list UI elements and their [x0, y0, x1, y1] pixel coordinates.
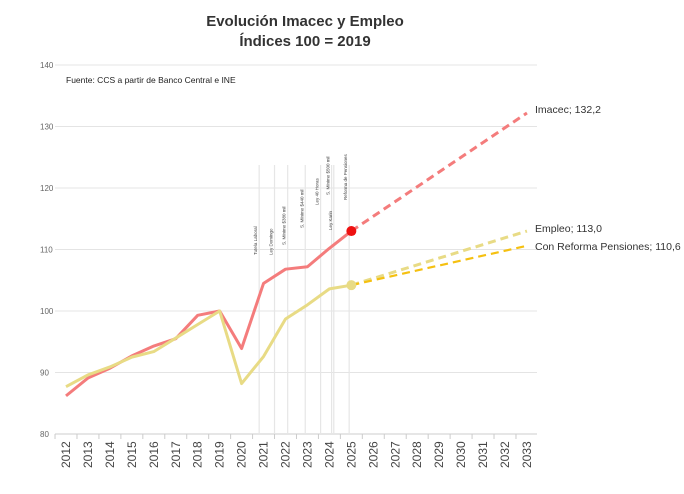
source-note: Fuente: CCS a partir de Banco Central e … [66, 75, 236, 85]
x-tick-label: 2016 [147, 441, 161, 468]
x-tick-label: 2024 [322, 441, 336, 468]
x-tick-label: 2026 [366, 441, 380, 468]
x-tick-label: 2021 [257, 441, 271, 468]
end-label: Empleo; 113,0 [535, 223, 602, 235]
y-tick-label: 120 [40, 184, 54, 193]
marker-imacec [346, 226, 357, 237]
x-tick-label: 2014 [103, 441, 117, 468]
series-line-empleo [65, 283, 352, 388]
y-tick-label: 140 [40, 61, 54, 70]
y-tick-label: 80 [40, 430, 49, 439]
event-label: S. Mínimo $440 mil [299, 189, 304, 228]
y-tick-label: 90 [40, 369, 49, 378]
x-tick-label: 2029 [432, 441, 446, 468]
end-label: Con Reforma Pensiones; 110,6 [535, 241, 681, 253]
event-label: Tutela Laboral [253, 226, 258, 255]
x-tick-label: 2025 [344, 441, 358, 468]
y-tick-label: 130 [40, 123, 54, 132]
x-tick-label: 2028 [410, 441, 424, 468]
x-tick-label: 2031 [476, 441, 490, 468]
x-tick-label: 2023 [300, 441, 314, 468]
event-label: Reforma de Pensiones [343, 153, 348, 200]
x-tick-label: 2018 [191, 441, 205, 468]
y-tick-label: 110 [40, 246, 53, 255]
x-tick-label: 2019 [213, 441, 227, 468]
x-tick-label: 2032 [498, 441, 512, 468]
marker-empleo [346, 280, 357, 291]
x-tick-label: 2030 [454, 441, 468, 468]
projection-line-con-reforma-pensiones [351, 244, 528, 287]
event-label: Ley 40 Horas [315, 177, 320, 205]
event-label: Ley Karin [328, 210, 333, 230]
event-label: S. Mínimo $500 mil [326, 156, 331, 195]
x-tick-label: 2033 [520, 441, 534, 468]
x-tick-label: 2020 [235, 441, 249, 468]
x-tick-label: 2012 [59, 441, 73, 468]
chart-title: Evolución Imacec y Empleo [206, 13, 404, 30]
x-tick-label: 2017 [169, 441, 183, 468]
x-tick-label: 2027 [388, 441, 402, 468]
projection-line-empleo [350, 229, 528, 287]
x-tick-label: 2015 [125, 441, 139, 468]
end-label: Imacec; 132,2 [535, 104, 601, 116]
chart-subtitle: Índices 100 = 2019 [239, 33, 370, 50]
x-tick-label: 2013 [81, 441, 95, 468]
event-label: S. Mínimo $380 mil [282, 206, 287, 245]
projection-line-imacec [350, 111, 528, 233]
x-tick-label: 2022 [279, 441, 293, 468]
event-label: Ley Domingo [269, 228, 274, 255]
series-line-imacec [65, 229, 353, 398]
y-tick-label: 100 [40, 307, 54, 316]
